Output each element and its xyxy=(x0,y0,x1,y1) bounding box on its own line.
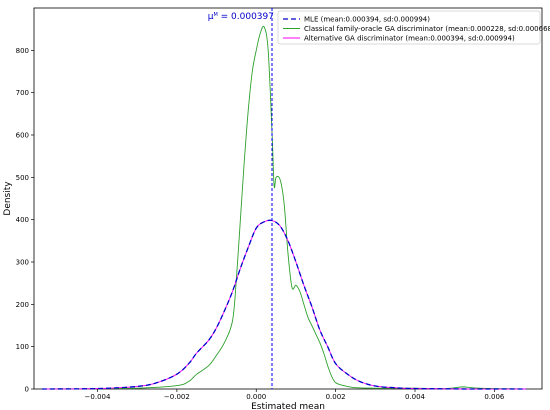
x-tick-label: 0.000 xyxy=(246,393,266,401)
legend-entry-label: Classical family-oracle GA discriminator… xyxy=(304,25,550,33)
x-tick-label: 0.002 xyxy=(326,393,346,401)
y-axis-label: Density xyxy=(3,181,13,216)
classical-ga-series-line xyxy=(41,25,527,390)
y-tick-label: 0 xyxy=(25,386,29,394)
x-tick-label: −0.004 xyxy=(85,393,111,401)
y-axis-ticks: 0 100 200 300 400 500 600 700 800 xyxy=(16,47,34,394)
alternative-ga-series-line xyxy=(41,219,527,390)
legend-box xyxy=(277,10,541,45)
x-tick-label: −0.002 xyxy=(164,393,190,401)
y-tick-label: 600 xyxy=(16,132,29,140)
annotation-superscript: M xyxy=(213,12,217,18)
legend: MLE (mean:0.000394, sd:0.000994)Classica… xyxy=(277,10,550,45)
legend-entry-label: Alternative GA discriminator (mean:0.000… xyxy=(304,35,515,43)
y-tick-label: 700 xyxy=(16,89,29,97)
y-tick-label: 400 xyxy=(16,216,29,224)
y-tick-label: 800 xyxy=(16,47,29,55)
y-tick-label: 500 xyxy=(16,174,29,182)
annotation-group: μM = 0.000397 xyxy=(208,12,274,22)
x-tick-label: 0.006 xyxy=(484,393,505,401)
legend-entry-label: MLE (mean:0.000394, sd:0.000994) xyxy=(304,16,430,24)
plot-frame xyxy=(33,7,543,390)
y-tick-label: 100 xyxy=(16,343,29,351)
plot-frame-group xyxy=(33,7,543,390)
x-axis-ticks: −0.004 −0.002 0.000 0.002 0.004 0.006 xyxy=(85,389,505,401)
y-tick-label: 200 xyxy=(16,301,29,309)
annotation-symbol: μ xyxy=(208,12,214,22)
y-tick-label: 300 xyxy=(16,259,29,267)
mean-annotation: μM = 0.000397 xyxy=(208,12,274,22)
series-group xyxy=(41,25,527,390)
mle-series-line xyxy=(41,219,527,390)
annotation-value: = 0.000397 xyxy=(218,12,274,22)
x-axis-label: Estimated mean xyxy=(251,402,325,410)
x-tick-label: 0.004 xyxy=(405,393,426,401)
